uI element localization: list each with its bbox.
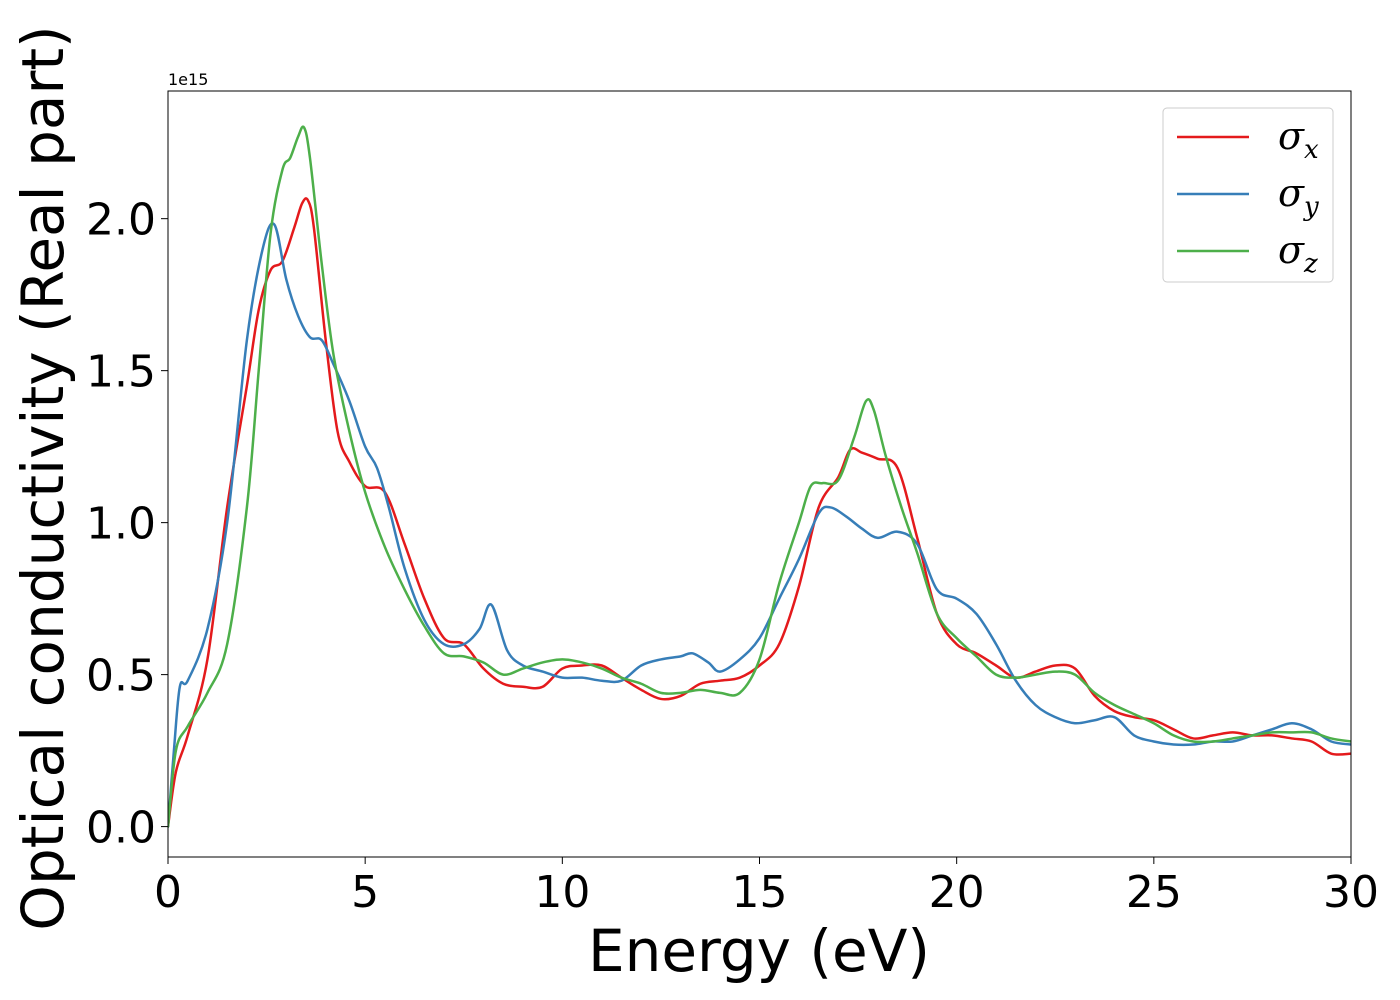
x-tick-label: 20 — [929, 867, 985, 918]
series-line-z — [168, 125, 1351, 828]
y-axis-title: Optical conductivity (Real part) — [9, 25, 77, 930]
x-tick-label: 30 — [1323, 867, 1379, 918]
x-tick-label: 0 — [154, 867, 182, 918]
x-tick-label: 15 — [732, 867, 788, 918]
y-tick-label: 0.5 — [86, 651, 156, 702]
series-line-y — [168, 222, 1351, 828]
y-tick-label: 0.0 — [86, 803, 156, 854]
series-line-x — [168, 197, 1351, 828]
legend-label-x: σx — [1278, 114, 1319, 165]
legend-label-y: σy — [1278, 171, 1319, 222]
legend: σx σy σz — [1162, 107, 1334, 283]
y-tick-label: 1.0 — [86, 499, 156, 550]
legend-label-z: σz — [1278, 228, 1318, 279]
series-layer — [168, 125, 1351, 828]
x-tick-label: 5 — [351, 867, 379, 918]
y-axis: 0.0 0.5 1.0 1.5 2.0 — [86, 195, 168, 854]
x-tick-label: 10 — [534, 867, 590, 918]
y-offset-text: 1e15 — [168, 70, 208, 89]
x-tick-label: 25 — [1126, 867, 1182, 918]
x-axis: 0 5 10 15 20 25 30 — [154, 857, 1379, 918]
y-tick-label: 1.5 — [86, 347, 156, 398]
x-axis-title: Energy (eV) — [588, 917, 930, 985]
y-tick-label: 2.0 — [86, 195, 156, 246]
